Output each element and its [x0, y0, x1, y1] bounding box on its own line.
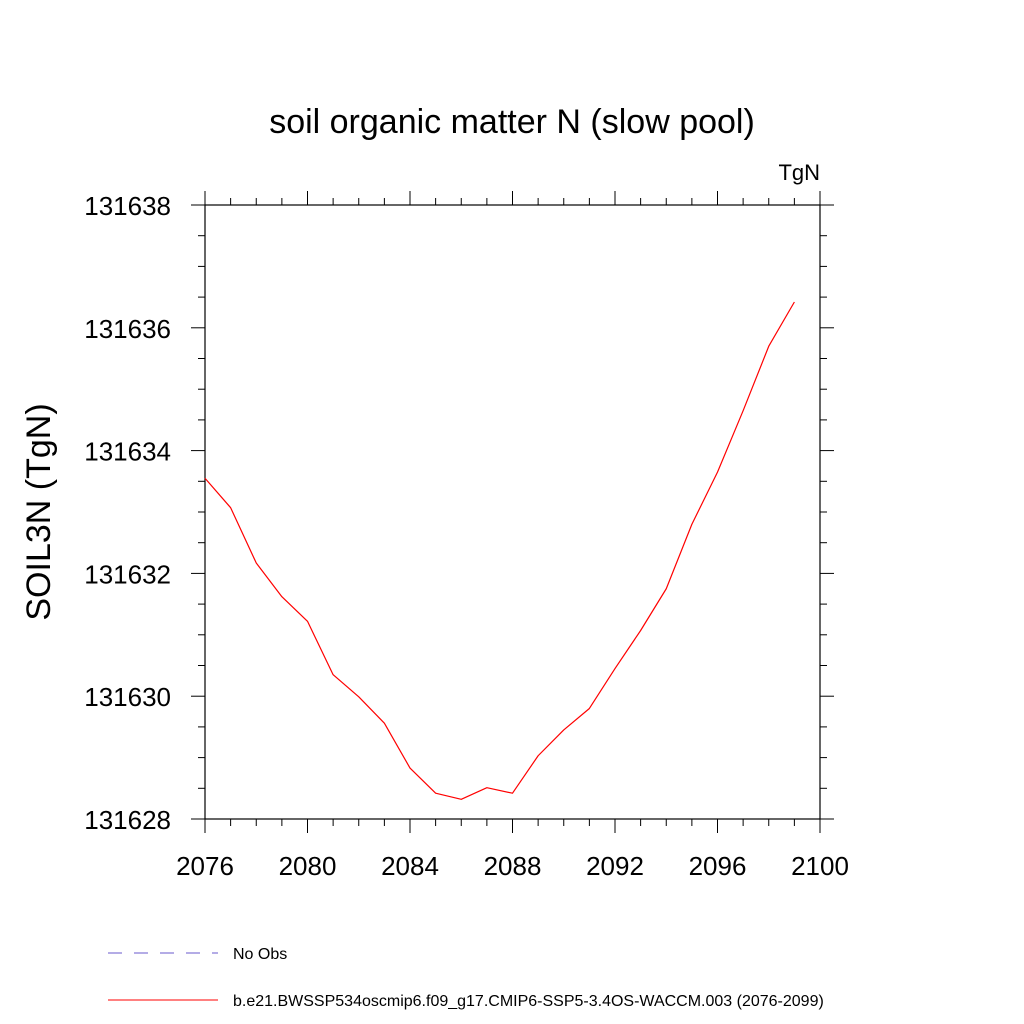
legend-label-no-obs: No Obs	[233, 946, 287, 963]
chart-title: soil organic matter N (slow pool)	[269, 103, 755, 141]
y-tick-label: 131636	[84, 314, 171, 344]
y-tick-label: 131634	[84, 437, 171, 467]
axis-ticks	[191, 191, 834, 833]
y-tick-label: 131632	[84, 559, 171, 589]
x-tick-label: 2092	[586, 851, 644, 881]
x-tick-label: 2096	[689, 851, 747, 881]
y-tick-label: 131638	[84, 191, 171, 221]
plot-frame	[204, 204, 821, 820]
units-label: TgN	[778, 160, 820, 185]
x-tick-label: 2080	[279, 851, 337, 881]
series-line	[204, 301, 795, 800]
x-tick-label: 2076	[176, 851, 234, 881]
y-tick-label: 131628	[84, 805, 171, 835]
y-axis-label: SOIL3N (TgN)	[20, 403, 58, 620]
x-tick-label: 2088	[484, 851, 542, 881]
y-tick-label: 131630	[84, 682, 171, 712]
legend-label-series: b.e21.BWSSP534oscmip6.f09_g17.CMIP6-SSP5…	[233, 993, 824, 1010]
x-tick-label: 2084	[381, 851, 439, 881]
x-tick-label: 2100	[791, 851, 849, 881]
axis-tick-labels: 2076 2080 2084 2088 2092 2096 2100 131628 131630…	[84, 191, 849, 881]
series-layer	[204, 301, 795, 800]
legend: No Obs b.e21.BWSSP534oscmip6.f09_g17.CMI…	[108, 946, 824, 1010]
